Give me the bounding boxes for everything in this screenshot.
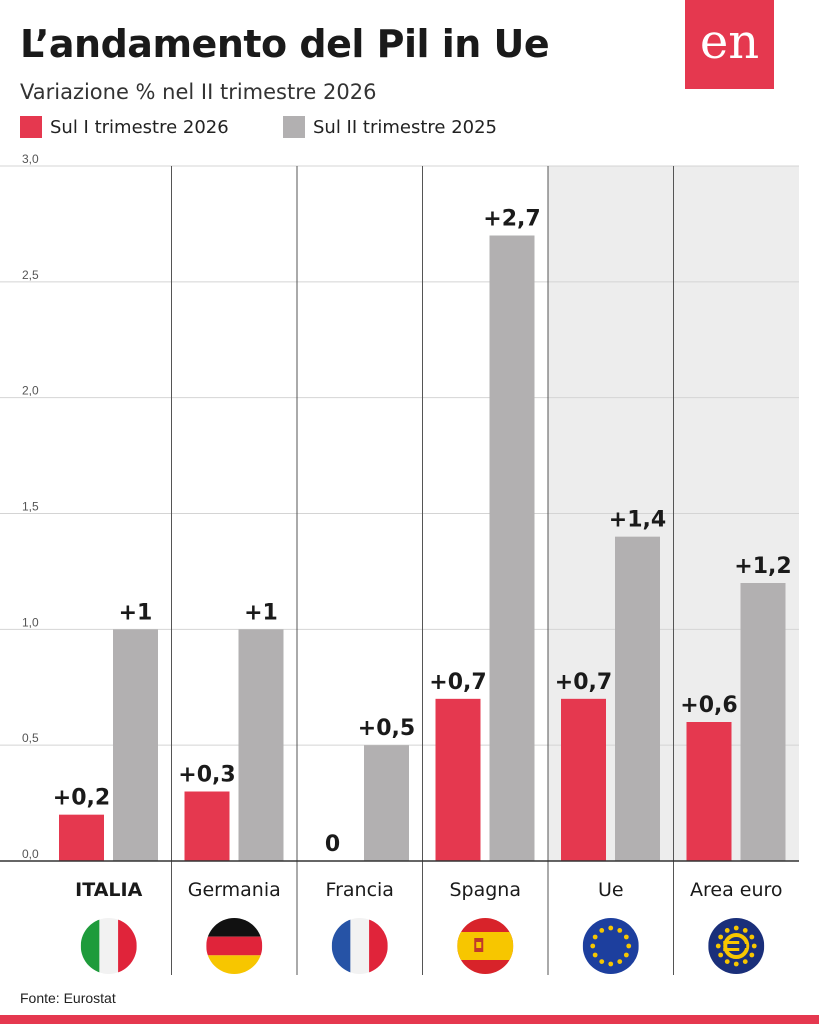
category-label-4: Ue bbox=[598, 879, 624, 901]
bar-label-s1-1: +0,3 bbox=[178, 763, 235, 788]
eu-flag-icon bbox=[582, 918, 639, 974]
bar-label-s1-5: +0,6 bbox=[680, 693, 737, 718]
bar-label-s2-1: +1 bbox=[244, 600, 278, 625]
category-label-1: Germania bbox=[188, 879, 281, 901]
bar-s2-2 bbox=[364, 745, 409, 861]
source-note: Fonte: Eurostat bbox=[20, 990, 116, 1006]
bar-s2-1 bbox=[238, 629, 284, 861]
bar-s1-1 bbox=[184, 791, 230, 861]
bar-label-s1-3: +0,7 bbox=[429, 670, 486, 695]
bar-label-s2-5: +1,2 bbox=[734, 554, 791, 579]
y-tick-label-6: 3,0 bbox=[22, 152, 39, 166]
y-tick-label-3: 1,5 bbox=[22, 500, 39, 514]
legend-swatch-series2 bbox=[283, 116, 305, 138]
bar-s2-0 bbox=[113, 629, 158, 861]
y-tick-label-2: 1,0 bbox=[22, 615, 39, 629]
bar-label-s1-0: +0,2 bbox=[53, 786, 110, 811]
chart-title: L’andamento del Pil in Ue bbox=[20, 22, 550, 66]
bar-s2-4 bbox=[615, 536, 660, 861]
bar-s2-3 bbox=[489, 235, 535, 861]
france-flag-icon bbox=[331, 918, 388, 974]
bar-label-s1-2: 0 bbox=[325, 832, 340, 857]
legend-label-series1: Sul I trimestre 2026 bbox=[50, 116, 229, 138]
bar-label-s2-3: +2,7 bbox=[483, 207, 540, 232]
y-tick-label-0: 0,0 bbox=[22, 847, 39, 861]
footer-bar bbox=[0, 1015, 819, 1024]
bar-s1-0 bbox=[59, 814, 104, 861]
category-label-3: Spagna bbox=[449, 879, 521, 901]
bar-label-s2-4: +1,4 bbox=[609, 508, 666, 533]
category-label-0: ITALIA bbox=[75, 879, 142, 901]
legend-item-series2: Sul II trimestre 2025 bbox=[283, 116, 497, 138]
bar-s2-5 bbox=[740, 583, 786, 861]
category-label-2: Francia bbox=[326, 879, 394, 901]
bar-s1-3 bbox=[435, 698, 481, 861]
germany-flag-icon bbox=[206, 918, 263, 974]
bar-s1-5 bbox=[686, 722, 732, 861]
brand-logo: en bbox=[685, 0, 774, 89]
spain-flag-icon bbox=[457, 918, 514, 974]
legend-swatch-series1 bbox=[20, 116, 42, 138]
legend-label-series2: Sul II trimestre 2025 bbox=[313, 116, 498, 138]
legend-item-series1: Sul I trimestre 2026 bbox=[20, 116, 229, 138]
bar-label-s1-4: +0,7 bbox=[555, 670, 612, 695]
bar-s1-4 bbox=[561, 698, 606, 861]
y-tick-label-5: 2,5 bbox=[22, 268, 39, 282]
y-tick-label-1: 0,5 bbox=[22, 731, 39, 745]
category-label-5: Area euro bbox=[690, 879, 783, 901]
italy-flag-icon bbox=[80, 918, 137, 974]
euro-area-icon bbox=[708, 918, 765, 974]
y-tick-label-4: 2,0 bbox=[22, 384, 39, 398]
chart-subtitle: Variazione % nel II trimestre 2026 bbox=[20, 80, 377, 104]
bar-label-s2-2: +0,5 bbox=[358, 716, 415, 741]
bar-label-s2-0: +1 bbox=[119, 600, 153, 625]
